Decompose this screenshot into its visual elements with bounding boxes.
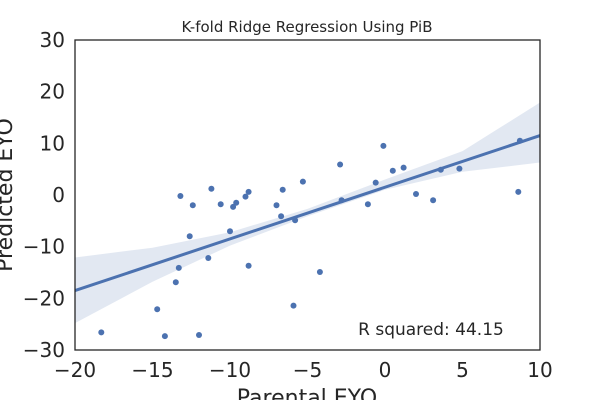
data-point	[364, 201, 371, 208]
data-point	[389, 167, 396, 174]
scatter-points	[98, 137, 523, 340]
x-tick-label: −5	[293, 358, 322, 382]
x-tick-label: 10	[527, 358, 552, 382]
x-tick-label: 5	[456, 358, 469, 382]
data-point	[208, 185, 215, 192]
data-point	[456, 165, 463, 172]
data-point	[233, 199, 240, 206]
y-axis-label: Predicted EYO	[0, 118, 18, 272]
y-tick-label: 0	[52, 183, 65, 207]
data-point	[515, 188, 522, 195]
data-point	[290, 302, 297, 309]
x-tick-label: −20	[54, 358, 96, 382]
data-point	[430, 197, 437, 204]
data-point	[161, 333, 168, 340]
data-point	[337, 161, 344, 168]
data-point	[380, 142, 387, 149]
data-point	[227, 228, 233, 235]
y-tick-label: −20	[23, 286, 65, 310]
data-point	[400, 164, 407, 171]
data-point	[516, 137, 523, 144]
data-point	[278, 213, 285, 220]
data-point	[196, 332, 202, 338]
x-tick-label: 0	[379, 358, 392, 382]
data-point	[292, 217, 299, 224]
data-point	[98, 329, 105, 336]
chart-title: K-fold Ridge Regression Using PiB	[182, 18, 433, 36]
data-point	[172, 279, 179, 286]
y-tick-label: −10	[23, 235, 65, 259]
x-tick-labels: −20 −15 −10 −5 0 5 10	[54, 358, 553, 382]
data-point	[217, 201, 224, 208]
data-point	[186, 233, 193, 240]
r-squared-annotation: R squared: 44.15	[358, 320, 504, 340]
data-point	[273, 202, 280, 209]
y-tick-label: −30	[23, 338, 65, 362]
data-point	[230, 203, 237, 210]
data-point	[338, 197, 345, 204]
data-point	[245, 262, 252, 269]
data-point	[279, 186, 286, 193]
data-point	[205, 255, 212, 261]
data-point	[437, 166, 444, 173]
y-tick-label: 10	[40, 131, 65, 155]
data-point	[372, 179, 379, 186]
x-tick-label: −10	[209, 358, 251, 382]
y-tick-label: 20	[40, 80, 65, 104]
data-point	[177, 193, 184, 199]
data-point	[245, 188, 252, 195]
data-point	[175, 264, 182, 271]
plot-frame	[74, 39, 541, 351]
data-point	[154, 306, 161, 313]
data-point	[189, 202, 196, 209]
data-point	[316, 269, 323, 275]
regression-line-layer	[74, 134, 541, 293]
data-point	[413, 191, 419, 197]
x-tick-label: −15	[131, 358, 173, 382]
data-point	[299, 178, 306, 185]
data-point	[242, 193, 249, 200]
x-axis-label: Parental EYO	[237, 386, 377, 400]
y-tick-label: 30	[40, 28, 65, 52]
regression-line	[74, 134, 541, 293]
y-tick-labels: 30 20 10 0 −10 −20 −30	[23, 28, 65, 362]
